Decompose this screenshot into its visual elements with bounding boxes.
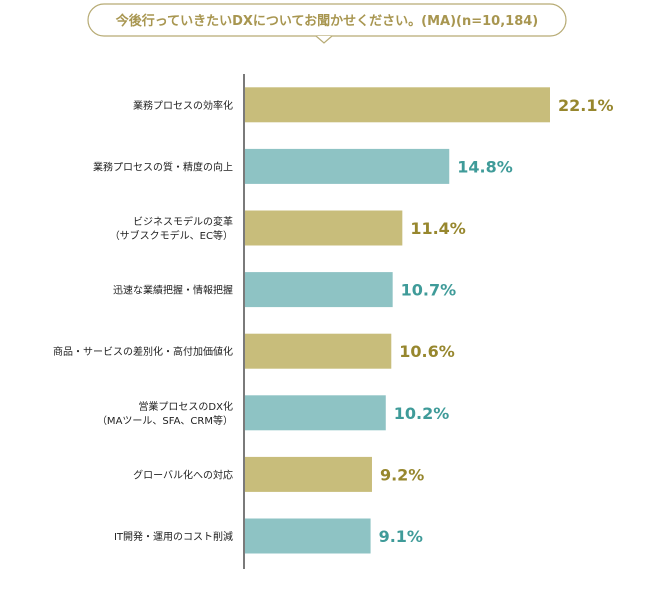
bar [245,210,403,246]
value-label: 10.2% [394,404,450,423]
value-label: 22.1% [558,96,614,115]
category-label: （MAツール、SFA、CRM等） [97,414,233,427]
category-label: 迅速な業績把握・情報把握 [113,284,233,297]
bar [245,272,393,308]
chart-title: 今後行っていきたいDXについてお聞かせください。(MA)(n=10,184) [115,13,538,29]
value-label: 14.8% [457,157,513,176]
category-label: グローバル化への対応 [133,468,233,481]
category-labels: 業務プロセスの効率化業務プロセスの質・精度の向上ビジネスモデルの変革（サブスクモ… [53,99,233,543]
category-label: 業務プロセスの質・精度の向上 [93,160,233,173]
category-label: 商品・サービスの差別化・高付加価値化 [53,345,233,358]
bar [245,395,386,431]
bar [245,518,371,554]
bars [245,87,550,554]
category-label: 業務プロセスの効率化 [133,99,233,112]
category-label: IT開発・運用のコスト削減 [114,530,233,543]
category-label: 営業プロセスのDX化 [138,400,233,413]
bar [245,333,392,369]
bar [245,148,450,184]
value-label: 10.6% [399,342,455,361]
category-label: （サブスクモデル、EC等） [110,229,233,242]
value-label: 9.2% [380,465,424,484]
title-pointer [315,35,333,44]
value-labels: 22.1% 14.8% 11.4% 10.7% 10.6% 10.2% 9.2% 9.1% [379,96,614,546]
value-label: 10.7% [401,281,457,300]
value-label: 11.4% [410,219,466,238]
bar [245,87,550,123]
bar [245,456,372,492]
category-label: ビジネスモデルの変革 [133,215,233,228]
value-label: 9.1% [379,527,423,546]
